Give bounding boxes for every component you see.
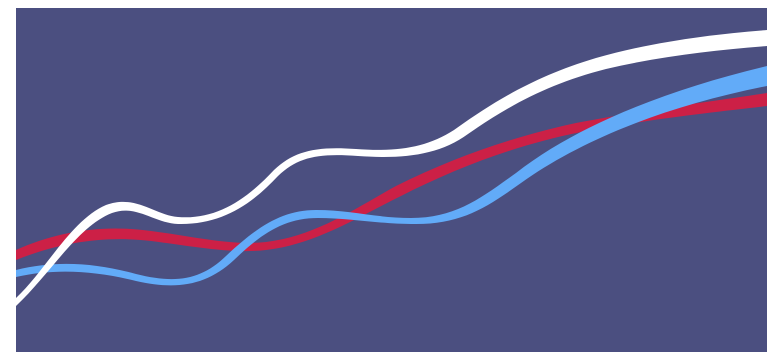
crimson-ribbon <box>16 93 767 260</box>
background-fill <box>16 8 767 352</box>
blue-ribbon <box>16 66 767 286</box>
wave-svg <box>16 8 767 352</box>
wave-artwork <box>16 8 767 352</box>
